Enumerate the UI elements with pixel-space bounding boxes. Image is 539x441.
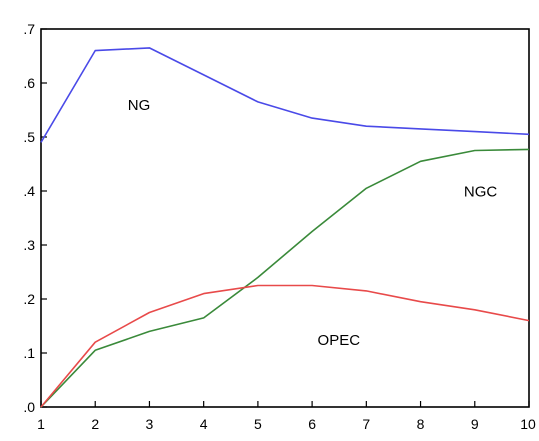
series-label-opec: OPEC [318, 332, 361, 349]
y-tick-label: .2 [23, 291, 35, 307]
y-tick-label: .3 [23, 237, 35, 253]
x-tick-label: 9 [471, 416, 479, 432]
series-line-opec [40, 284, 530, 408]
y-tick-label: .6 [23, 75, 35, 91]
series-lines [40, 47, 530, 408]
y-tick-label: .1 [23, 345, 35, 361]
series-line-ng [40, 47, 530, 143]
y-tick-label: .4 [23, 183, 35, 199]
x-tick-label: 10 [520, 416, 536, 432]
x-tick-label: 1 [37, 416, 45, 432]
y-axis: .0 .1 .2 .3 .4 .5 .6 .7 [23, 21, 47, 415]
x-tick-label: 2 [91, 416, 99, 432]
x-tick-label: 6 [308, 416, 316, 432]
plot-frame [40, 28, 530, 408]
y-tick-label: .7 [23, 21, 35, 37]
x-tick-label: 7 [362, 416, 370, 432]
x-tick-label: 4 [200, 416, 208, 432]
series-label-ng: NG [128, 97, 151, 114]
series-labels: NG NGC OPEC [128, 97, 498, 349]
series-line-ngc [40, 148, 530, 408]
series-label-ngc: NGC [464, 183, 498, 200]
x-tick-label: 3 [146, 416, 154, 432]
x-tick-label: 5 [254, 416, 262, 432]
y-tick-label: .0 [23, 399, 35, 415]
x-axis: 1 2 3 4 5 6 7 8 9 10 [37, 401, 536, 432]
y-tick-label: .5 [23, 129, 35, 145]
x-tick-label: 8 [417, 416, 425, 432]
